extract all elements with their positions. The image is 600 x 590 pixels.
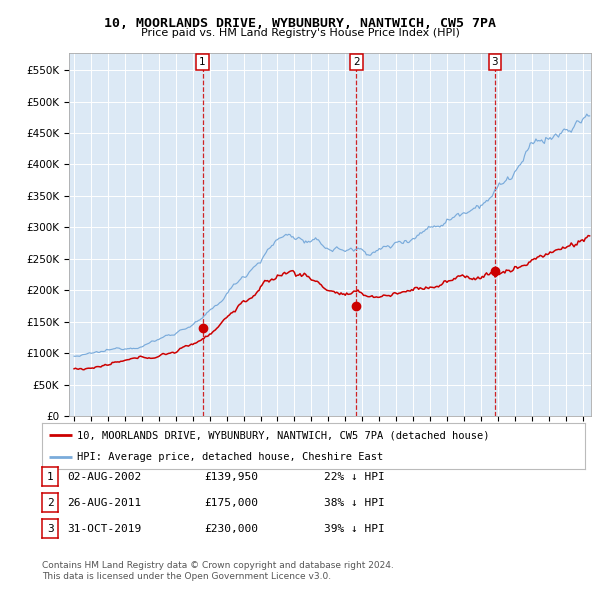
Text: HPI: Average price, detached house, Cheshire East: HPI: Average price, detached house, Ches… — [77, 451, 383, 461]
Text: 2: 2 — [353, 57, 359, 67]
Text: 3: 3 — [47, 524, 53, 533]
Text: This data is licensed under the Open Government Licence v3.0.: This data is licensed under the Open Gov… — [42, 572, 331, 581]
Text: 31-OCT-2019: 31-OCT-2019 — [67, 524, 142, 533]
Text: 02-AUG-2002: 02-AUG-2002 — [67, 472, 142, 481]
Text: 2: 2 — [47, 498, 53, 507]
Text: £230,000: £230,000 — [204, 524, 258, 533]
Text: £175,000: £175,000 — [204, 498, 258, 507]
Text: 26-AUG-2011: 26-AUG-2011 — [67, 498, 142, 507]
Text: 10, MOORLANDS DRIVE, WYBUNBURY, NANTWICH, CW5 7PA: 10, MOORLANDS DRIVE, WYBUNBURY, NANTWICH… — [104, 17, 496, 30]
Text: 38% ↓ HPI: 38% ↓ HPI — [324, 498, 385, 507]
Text: 1: 1 — [47, 472, 53, 481]
Text: 39% ↓ HPI: 39% ↓ HPI — [324, 524, 385, 533]
Text: 22% ↓ HPI: 22% ↓ HPI — [324, 472, 385, 481]
Text: 10, MOORLANDS DRIVE, WYBUNBURY, NANTWICH, CW5 7PA (detached house): 10, MOORLANDS DRIVE, WYBUNBURY, NANTWICH… — [77, 431, 490, 441]
Text: 1: 1 — [199, 57, 206, 67]
Text: £139,950: £139,950 — [204, 472, 258, 481]
Text: Contains HM Land Registry data © Crown copyright and database right 2024.: Contains HM Land Registry data © Crown c… — [42, 560, 394, 569]
Text: Price paid vs. HM Land Registry's House Price Index (HPI): Price paid vs. HM Land Registry's House … — [140, 28, 460, 38]
Text: 3: 3 — [491, 57, 498, 67]
